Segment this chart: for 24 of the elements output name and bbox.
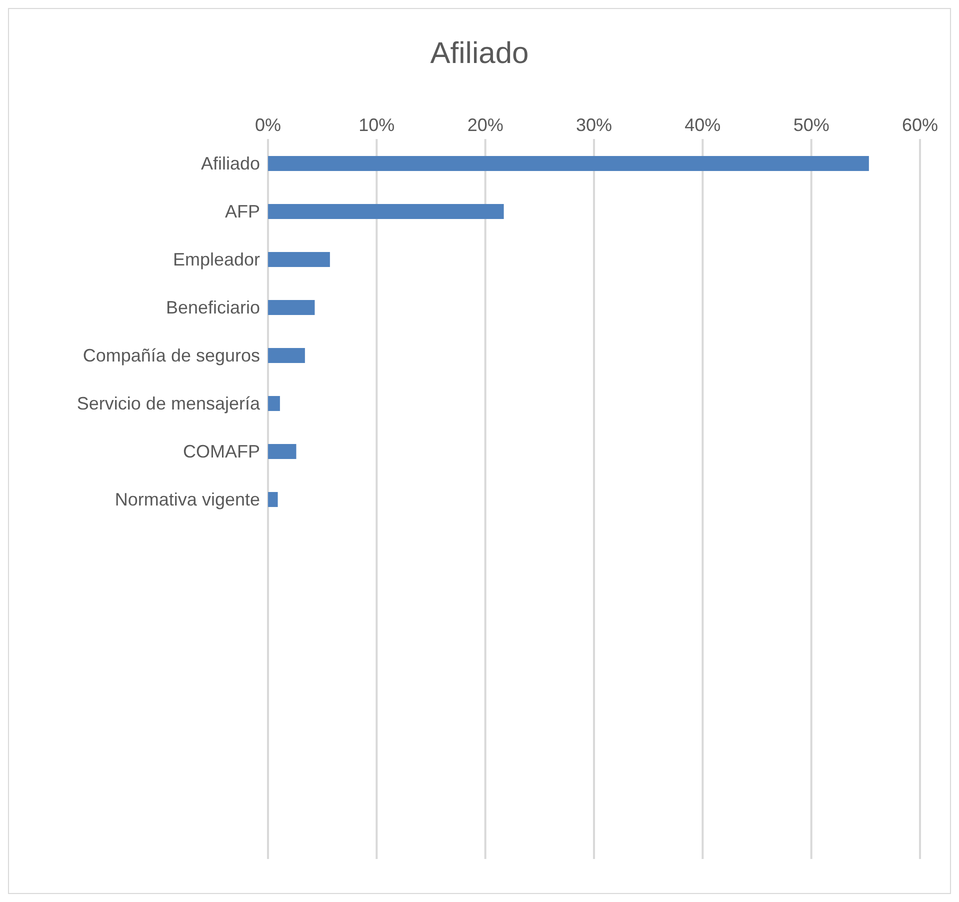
x-tick-label: 30% [576,115,612,135]
y-tick-label: Beneficiario [166,297,260,318]
bar [268,300,315,315]
y-tick-label: Compañía de seguros [82,345,260,366]
chart-title: Afiliado [429,37,530,71]
x-tick-label: 0% [254,115,282,135]
bar [268,252,330,267]
bar [268,492,278,507]
x-tick-label: 60% [902,115,938,135]
bar [268,204,504,219]
x-tick-label: 20% [467,115,504,135]
y-tick-label: COMAFP [182,441,260,462]
bar [268,348,305,363]
x-tick-label: 50% [793,115,830,135]
y-tick-label: Normativa vigente [114,489,260,510]
y-tick-label: Afiliado [200,153,260,174]
y-tick-label: Empleador [172,249,260,270]
bar [268,156,869,171]
x-tick-label: 40% [684,115,721,135]
y-tick-label: AFP [224,201,260,222]
bar [268,444,296,459]
y-tick-label: Servicio de mensajería [76,393,261,414]
x-tick-label: 10% [358,115,395,135]
bar [268,396,280,411]
